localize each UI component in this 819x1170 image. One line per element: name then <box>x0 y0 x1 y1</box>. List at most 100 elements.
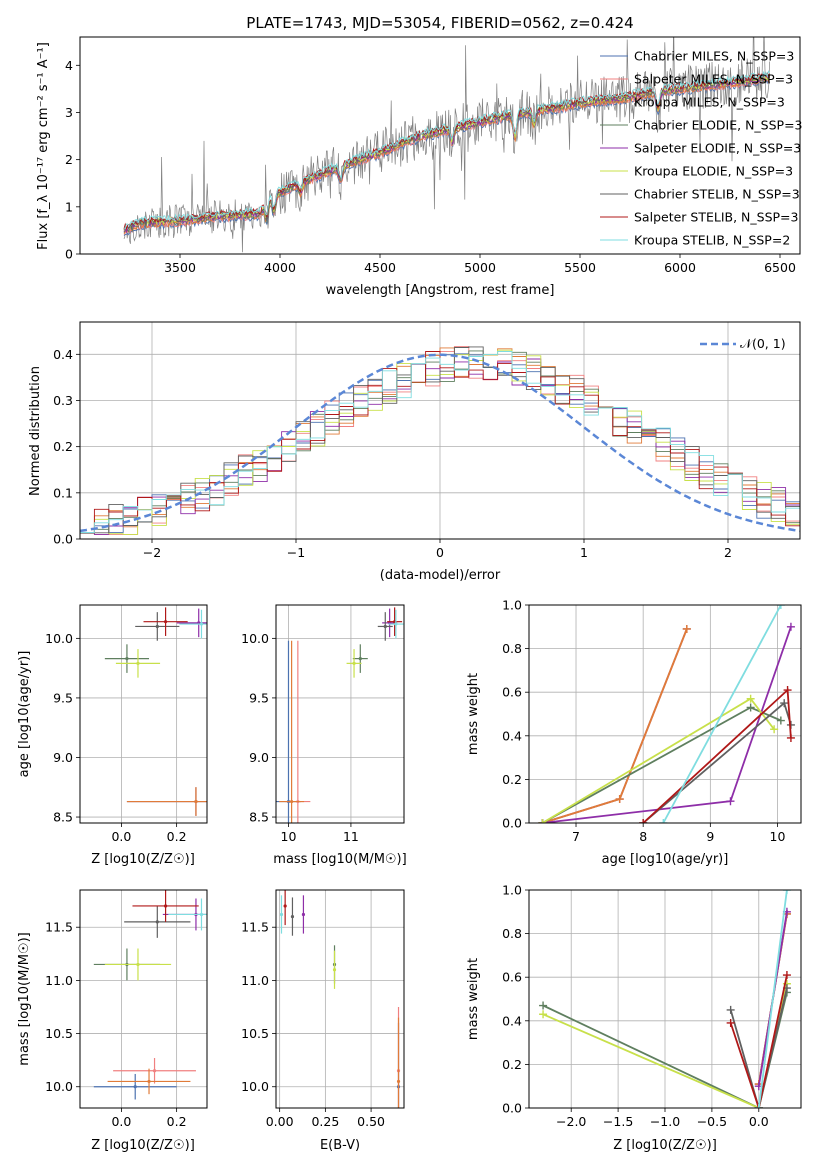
residuals-plot-layer <box>80 322 800 540</box>
weight-vs-z-ytick-label-2: 0.4 <box>502 1013 522 1028</box>
weight-vs-z-line-salpeter-stelib <box>729 974 788 1108</box>
weight-vs-age-axes-frame <box>528 604 802 824</box>
weight-vs-age-marks <box>538 605 795 823</box>
weight-vs-z-line-kroupa-stelib <box>757 890 788 1108</box>
mass-vs-ebv-xtick-label-0: 0.00 <box>266 1114 294 1129</box>
age-vs-z-point-kroupa-elodie <box>136 661 140 665</box>
mass-vs-z-ytick-label-0: 10.0 <box>45 1079 73 1094</box>
mass-vs-z-axes-frame <box>79 889 208 1109</box>
age-vs-mass-ytick-label-0: 8.5 <box>249 810 269 825</box>
age-vs-mass-point-chabrier-elodie <box>358 657 362 661</box>
spectrum-legend-label-chabrier-stelib: Chabrier STELIB, N_SSP=3 <box>634 187 800 202</box>
weight-vs-z-xlabel: Z [log10(Z/Z☉)] <box>613 1138 717 1153</box>
residuals-ytick-label-0: 0.0 <box>53 532 73 547</box>
weight-vs-age-marker-kroupa-stelib-0 <box>659 819 668 823</box>
spectrum-ylabel: Flux [f_λ 10⁻¹⁷ erg cm⁻² s⁻¹ A⁻¹] <box>36 42 51 250</box>
spectrum-ytick-label-1: 1 <box>65 199 73 214</box>
residuals-ytick-label-1: 0.1 <box>53 485 73 500</box>
age-vs-z-point-salpeter-stelib <box>163 620 168 624</box>
spectrum-legend-label-salpeter-elodie: Salpeter ELODIE, N_SSP=3 <box>634 141 801 156</box>
residuals-xtick-label-3: 1 <box>580 545 588 560</box>
residuals-ytick-label-3: 0.3 <box>53 393 73 408</box>
weight-vs-age-ytick-label-3: 0.6 <box>502 685 522 700</box>
weight-vs-age-line-kroupa-stelib <box>662 605 782 823</box>
weight-vs-age-xlabel: age [log10(age/yr)] <box>602 852 729 867</box>
weight-vs-age-marker-kroupa-elodie-1 <box>746 694 755 703</box>
mass-vs-z-plot-layer <box>80 890 207 1108</box>
figure-title: PLATE=1743, MJD=53054, FIBERID=0562, z=0… <box>246 14 633 32</box>
weight-vs-z-panel: Z [log10(Z/Z☉)] mass weight −2.0 −1.5 −1.0… <box>466 883 802 1153</box>
mass-vs-z-point-chabrier-miles <box>133 1085 137 1089</box>
age-vs-mass-panel: mass [log10(M/M☉)] 10 11 8.5 9.0 9.5 10.0 <box>241 604 407 867</box>
weight-vs-age-line-kroupa-miles <box>542 628 688 823</box>
age-vs-mass-point-kroupa-miles <box>290 799 294 804</box>
mass-vs-ebv-plot-layer <box>276 890 404 1108</box>
mass-vs-z-marks <box>93 890 207 1100</box>
residuals-marks <box>80 346 800 535</box>
weight-vs-age-line-salpeter-miles <box>542 628 688 823</box>
mass-vs-ebv-grid <box>276 890 404 1108</box>
weight-vs-z-plot-layer <box>529 889 801 1109</box>
weight-vs-age-marker-salpeter-elodie-1 <box>726 797 735 806</box>
age-vs-z-point-chabrier-stelib <box>155 624 159 629</box>
spectrum-xtick-label-0: 3500 <box>164 260 196 275</box>
age-vs-mass-xlabel: mass [log10(M/M☉)] <box>273 852 406 867</box>
weight-vs-age-xtick-label-3: 10 <box>770 829 786 844</box>
weight-vs-age-marker-kroupa-elodie-2 <box>770 725 779 734</box>
spectrum-xlabel: wavelength [Angstrom, rest frame] <box>326 283 555 298</box>
mass-vs-ebv-point-kroupa-elodie <box>332 968 337 972</box>
weight-vs-z-marker-salpeter-stelib-2 <box>782 971 791 980</box>
residuals-ylabel: Normed distribution <box>28 366 43 496</box>
spectrum-legend-label-kroupa-miles: Kroupa MILES, N_SSP=3 <box>634 95 785 110</box>
age-vs-mass-xtick-label-0: 10 <box>281 829 297 844</box>
mass-vs-z-point-salpeter-stelib <box>163 904 168 908</box>
age-vs-z-ytick-label-2: 9.5 <box>53 690 73 705</box>
spectrum-xtick-label-4: 5500 <box>564 260 596 275</box>
age-vs-mass-point-chabrier-stelib <box>383 624 387 629</box>
weight-vs-z-xtick-label-2: −1.0 <box>650 1114 680 1129</box>
mass-vs-z-ylabel: mass [log10(M/M☉)] <box>17 932 32 1065</box>
spectrum-marks <box>123 37 771 253</box>
mass-vs-ebv-point-kroupa-miles <box>396 1079 401 1084</box>
weight-vs-age-marker-kroupa-miles-1 <box>615 795 624 804</box>
weight-vs-z-marks <box>539 890 791 1108</box>
weight-vs-z-xtick-label-3: −0.5 <box>697 1114 727 1129</box>
age-vs-z-marks <box>104 607 207 816</box>
mass-vs-z-ytick-label-3: 11.5 <box>45 920 73 935</box>
spectrum-ytick-label-2: 2 <box>65 152 73 167</box>
mass-vs-z-point-salpeter-miles <box>152 1069 157 1073</box>
age-vs-z-panel: Z [log10(Z/Z☉)] age [log10(age/yr)] 0.0 0… <box>17 604 208 867</box>
residuals-xtick-label-1: −1 <box>287 545 305 560</box>
weight-vs-age-marker-kroupa-miles-2 <box>682 624 691 633</box>
residuals-hist-chabrier-stelib <box>80 346 800 534</box>
mass-vs-ebv-ytick-label-2: 11.0 <box>241 973 269 988</box>
age-vs-z-point-kroupa-miles <box>194 799 198 804</box>
age-vs-mass-axes-frame <box>275 604 405 824</box>
age-vs-mass-point-kroupa-stelib <box>394 622 398 626</box>
weight-vs-age-xtick-label-0: 7 <box>572 829 580 844</box>
weight-vs-age-plot-layer <box>529 604 801 824</box>
age-vs-z-ylabel: age [log10(age/yr)] <box>17 651 32 778</box>
weight-vs-age-marker-salpeter-elodie-2 <box>786 622 795 631</box>
weight-vs-age-ytick-label-5: 1.0 <box>502 598 522 613</box>
spectrum-plot-layer <box>123 37 771 253</box>
spectrum-model-chabrier-stelib <box>123 73 770 231</box>
weight-vs-z-marker-kroupa-stelib-1 <box>782 890 791 894</box>
spectrum-model-kroupa-stelib <box>123 70 770 230</box>
weight-vs-age-line-chabrier-miles <box>542 628 688 823</box>
weight-vs-age-marker-salpeter-stelib-2 <box>786 733 795 742</box>
weight-vs-age-marker-kroupa-elodie-0 <box>538 819 547 823</box>
mass-vs-ebv-point-chabrier-stelib <box>290 914 295 919</box>
weight-vs-age-xtick-label-2: 9 <box>706 829 714 844</box>
weight-vs-z-ytick-label-1: 0.2 <box>502 1057 522 1072</box>
weight-vs-z-ytick-label-0: 0.0 <box>502 1101 522 1116</box>
spectrum-xtick-label-3: 5000 <box>464 260 496 275</box>
mass-vs-ebv-point-kroupa-stelib <box>279 912 284 917</box>
residuals-ytick-label-4: 0.4 <box>53 347 73 362</box>
spectrum-legend-label-salpeter-miles: Salpeter MILES, N_SSP=3 <box>634 72 793 87</box>
age-vs-z-xtick-label-0: 0.0 <box>111 829 131 844</box>
weight-vs-z-xtick-label-0: −2.0 <box>556 1114 586 1129</box>
weight-vs-age-marker-salpeter-stelib-0 <box>639 819 648 823</box>
spectrum-xtick-label-6: 6500 <box>764 260 796 275</box>
